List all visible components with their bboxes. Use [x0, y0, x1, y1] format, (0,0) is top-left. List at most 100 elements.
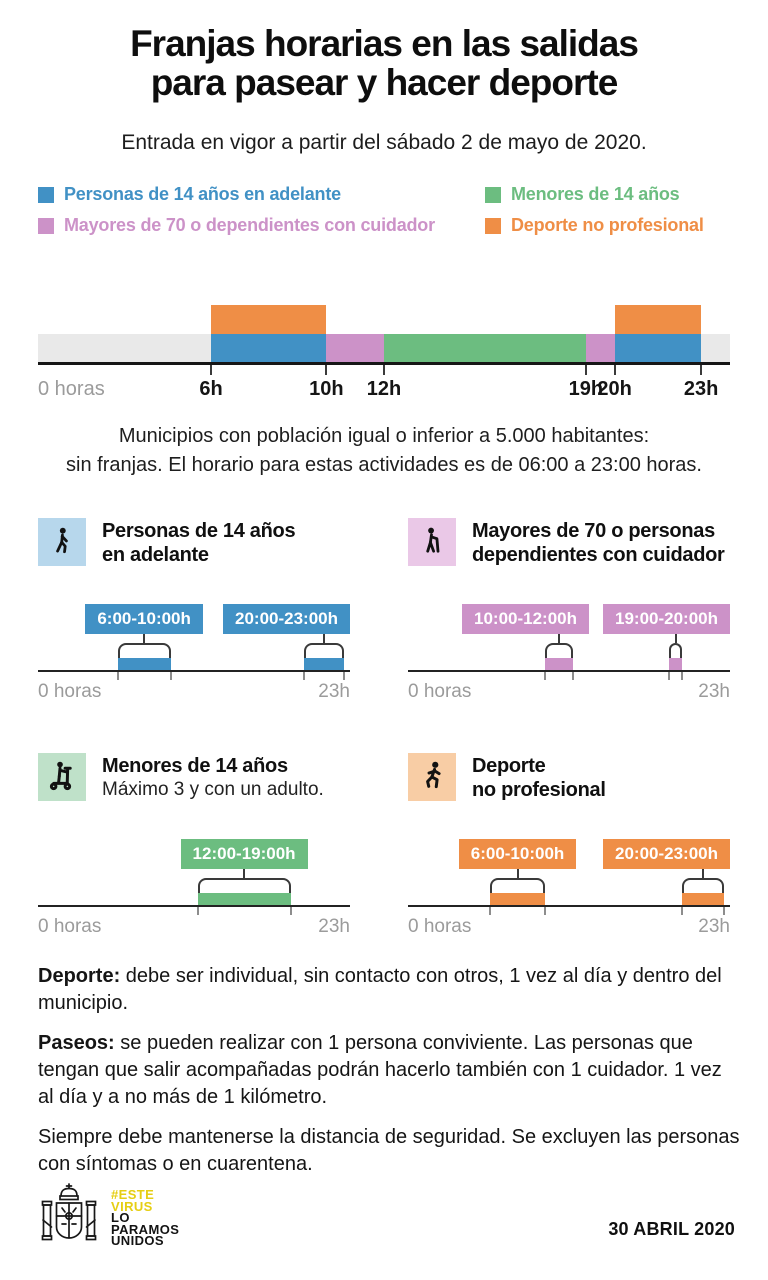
- mini-axis-tick: [667, 672, 670, 680]
- note-paragraph: Siempre debe mantenerse la distancia de …: [38, 1124, 740, 1178]
- bracket-stem: [243, 869, 246, 878]
- bracket: [303, 643, 344, 658]
- mini-bar-segment: [197, 893, 291, 905]
- mini-bar-segment: [117, 658, 171, 670]
- publication-date: 30 ABRIL 2020: [608, 1219, 735, 1239]
- legend-row: Mayores de 70 o dependientes con cuidado…: [38, 215, 763, 236]
- mini-axis-tick: [544, 672, 547, 680]
- mini-axis-left-label: 0 horas: [38, 681, 102, 702]
- time-range-label: 6:00-10:00h: [458, 839, 577, 869]
- note-paragraph: Deporte: debe ser individual, sin contac…: [38, 963, 740, 1017]
- card-title: Personas de 14 años en adelante: [102, 520, 296, 566]
- spain-coat-of-arms-icon: [40, 1182, 98, 1262]
- child-on-scooter-icon: [38, 753, 86, 801]
- mini-axis-tick: [169, 672, 172, 680]
- campaign-line: UNIDOS: [111, 1233, 164, 1248]
- legend-item: Deporte no profesional: [485, 215, 704, 236]
- legend-item: Personas de 14 años en adelante: [38, 184, 485, 205]
- bracket: [668, 643, 683, 658]
- tick-label: 12h: [366, 378, 402, 400]
- card-header: Mayores de 70 o personas dependientes co…: [408, 518, 730, 567]
- footnotes: Deporte: debe ser individual, sin contac…: [38, 963, 740, 1191]
- card-plot: 6:00-10:00h 20:00-23:00h 0 horas 23h: [38, 604, 351, 704]
- time-range-label: 10:00-12:00h: [462, 604, 590, 634]
- timeline-segment: [211, 334, 327, 362]
- note-text: debe ser individual, sin contacto con ot…: [38, 965, 722, 1014]
- legend-swatch: [485, 217, 501, 234]
- axis-tick: [210, 365, 212, 375]
- mini-bar-segment: [545, 658, 573, 670]
- page-title: Franjas horarias en las salidas para pas…: [130, 23, 639, 103]
- card-plot: 12:00-19:00h 0 horas 23h: [38, 839, 350, 939]
- bracket-stem: [701, 869, 704, 878]
- axis-tick: [325, 365, 328, 375]
- time-range-label: 20:00-23:00h: [603, 839, 731, 869]
- bracket: [682, 878, 724, 893]
- card-title-block: Deporte no profesional: [472, 753, 606, 802]
- mini-bar-segment: [303, 658, 344, 670]
- running-person-icon: [408, 753, 456, 801]
- mini-axis-left-label: 0 horas: [408, 916, 472, 937]
- footer: #ESTE VIRUS LO PARAMOS UNIDOS 30 ABRIL 2020: [40, 1182, 735, 1262]
- mini-axis-tick: [116, 672, 119, 680]
- mini-axis: [408, 670, 730, 672]
- mini-axis-tick: [544, 907, 547, 915]
- mini-axis-tick: [571, 672, 574, 680]
- footer-branding: #ESTE VIRUS LO PARAMOS UNIDOS: [40, 1182, 179, 1262]
- timeline-band: [38, 334, 730, 362]
- card-title: Deporte no profesional: [472, 755, 606, 801]
- legend-item: Menores de 14 años: [485, 184, 680, 205]
- mini-axis-right-label: 23h: [698, 681, 730, 702]
- timeline-segment: [585, 334, 615, 362]
- timeline-segment: [326, 334, 384, 362]
- bracket-stem: [143, 634, 146, 643]
- tick-label: 20h: [597, 378, 632, 400]
- note-lead: Paseos:: [38, 1032, 121, 1054]
- time-range-label: 19:00-20:00h: [603, 604, 731, 634]
- bracket-stem: [674, 634, 677, 643]
- axis-origin-label: 0 horas: [38, 378, 105, 400]
- tick-label: 19h: [568, 378, 604, 400]
- mini-axis-right-label: 23h: [318, 916, 350, 937]
- note-lead: Deporte:: [38, 965, 126, 987]
- timeline-segment: [614, 334, 702, 362]
- mini-axis-right-label: 23h: [318, 681, 350, 702]
- axis-tick: [383, 365, 385, 375]
- campaign-line: PARAMOS: [111, 1221, 180, 1237]
- note-text: se pueden realizar con 1 persona convivi…: [38, 1032, 722, 1108]
- tick-label: 23h: [683, 378, 719, 400]
- mini-axis-tick: [489, 907, 492, 915]
- time-range-label: 20:00-23:00h: [223, 604, 351, 634]
- legend-item: Mayores de 70 o dependientes con cuidado…: [38, 215, 485, 236]
- mini-axis: [38, 905, 350, 907]
- legend-swatch: [38, 186, 54, 203]
- tick-label: 10h: [309, 378, 344, 400]
- mini-bar-segment: [490, 893, 546, 905]
- category-card: Deporte no profesional 6:00-10:00h 20:00-2…: [408, 753, 731, 939]
- bracket: [545, 643, 573, 658]
- bracket-stem: [516, 869, 519, 878]
- category-card: Menores de 14 años Máximo 3 y con un adul…: [38, 753, 350, 939]
- mini-axis-left-label: 0 horas: [408, 681, 472, 702]
- mini-bar-segment: [682, 893, 724, 905]
- legend: Personas de 14 años en adelante Menores d…: [38, 184, 763, 236]
- legend-row: Personas de 14 años en adelante Menores d…: [38, 184, 763, 205]
- mini-axis: [38, 670, 350, 672]
- mini-axis-tick: [302, 672, 305, 680]
- card-subtitle: Máximo 3 y con un adulto.: [102, 779, 324, 800]
- mini-axis: [408, 905, 730, 907]
- mini-axis-tick: [722, 907, 725, 915]
- category-card: Mayores de 70 o personas dependientes co…: [408, 518, 731, 704]
- mini-axis-right-label: 23h: [698, 916, 730, 937]
- timeline-segment: [384, 334, 586, 362]
- note-paragraph: Paseos: se pueden realizar con 1 persona…: [38, 1030, 740, 1111]
- category-card: Personas de 14 años en adelante 6:00-10:0…: [38, 518, 351, 704]
- campaign-line: #ESTE: [111, 1187, 155, 1202]
- bracket: [117, 643, 171, 658]
- elderly-person-with-cane-icon: [408, 518, 456, 566]
- card-header: Menores de 14 años Máximo 3 y con un adul…: [38, 753, 350, 801]
- axis-tick: [700, 365, 703, 375]
- timeline-axis: [38, 362, 730, 365]
- bracket-stem: [322, 634, 325, 643]
- tick-label: 6h: [199, 378, 223, 400]
